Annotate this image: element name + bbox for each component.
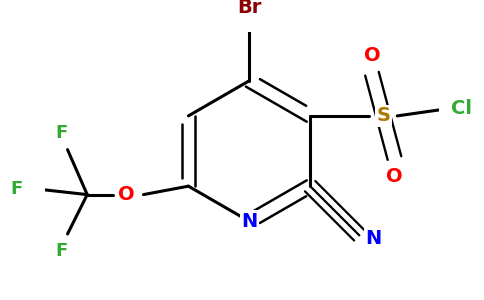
Text: S: S bbox=[376, 106, 390, 125]
Text: Br: Br bbox=[237, 0, 261, 17]
Text: O: O bbox=[363, 46, 380, 65]
Text: Cl: Cl bbox=[452, 99, 472, 119]
Text: O: O bbox=[118, 185, 135, 204]
Text: F: F bbox=[56, 124, 68, 142]
Text: N: N bbox=[365, 229, 381, 248]
Text: F: F bbox=[11, 180, 23, 198]
Text: O: O bbox=[386, 167, 403, 186]
Text: N: N bbox=[241, 212, 257, 231]
Text: F: F bbox=[56, 242, 68, 260]
